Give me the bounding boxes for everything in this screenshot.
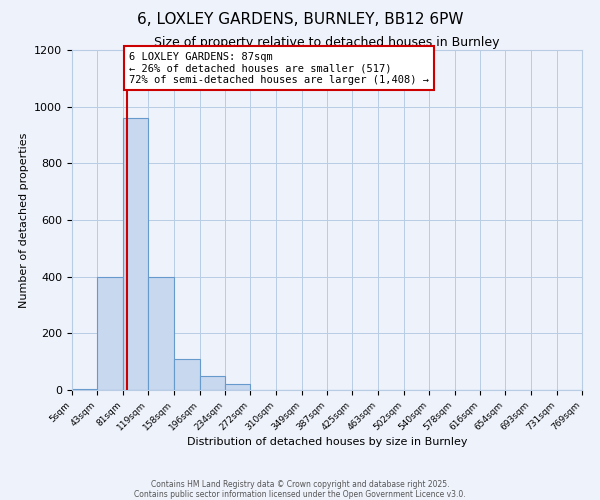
Bar — [174, 359, 200, 390]
Y-axis label: Number of detached properties: Number of detached properties — [19, 132, 29, 308]
X-axis label: Distribution of detached houses by size in Burnley: Distribution of detached houses by size … — [187, 438, 467, 448]
Bar — [225, 384, 250, 390]
Bar — [72, 388, 97, 390]
Text: 6 LOXLEY GARDENS: 87sqm
← 26% of detached houses are smaller (517)
72% of semi-d: 6 LOXLEY GARDENS: 87sqm ← 26% of detache… — [129, 52, 429, 85]
Bar — [97, 276, 123, 390]
Bar — [199, 376, 225, 390]
Bar — [123, 118, 148, 390]
Title: Size of property relative to detached houses in Burnley: Size of property relative to detached ho… — [154, 36, 500, 49]
Bar — [148, 276, 174, 390]
Text: Contains HM Land Registry data © Crown copyright and database right 2025.
Contai: Contains HM Land Registry data © Crown c… — [134, 480, 466, 499]
Text: 6, LOXLEY GARDENS, BURNLEY, BB12 6PW: 6, LOXLEY GARDENS, BURNLEY, BB12 6PW — [137, 12, 463, 28]
